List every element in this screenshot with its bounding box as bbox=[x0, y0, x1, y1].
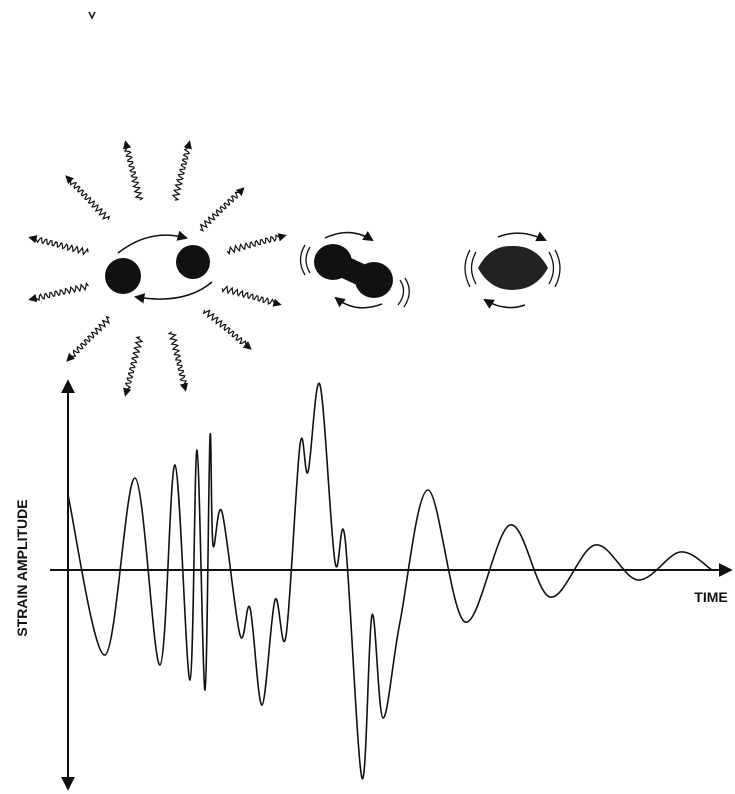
wave-arrow bbox=[66, 315, 110, 362]
wave-arrow bbox=[199, 187, 245, 232]
wave-arrow bbox=[123, 336, 144, 397]
wave-arrow bbox=[122, 140, 144, 201]
y-axis-label: STRAIN AMPLITUDE bbox=[14, 499, 30, 636]
wave-arrow bbox=[171, 140, 192, 201]
wave-arrow bbox=[28, 235, 89, 256]
binary-inspiral bbox=[105, 230, 213, 304]
stray-mark bbox=[88, 11, 96, 20]
wave-arrow bbox=[221, 285, 282, 307]
binary-merger bbox=[299, 231, 410, 309]
wave-arrow bbox=[65, 175, 111, 220]
radiating-waves bbox=[28, 140, 287, 397]
wave-arrow bbox=[28, 281, 89, 303]
waveform bbox=[67, 382, 713, 779]
wave-arrow bbox=[226, 233, 287, 256]
x-axis-label: TIME bbox=[694, 589, 727, 605]
wave-arrow bbox=[202, 309, 252, 350]
wave-arrow bbox=[167, 331, 189, 392]
merged-remnant bbox=[464, 231, 561, 309]
